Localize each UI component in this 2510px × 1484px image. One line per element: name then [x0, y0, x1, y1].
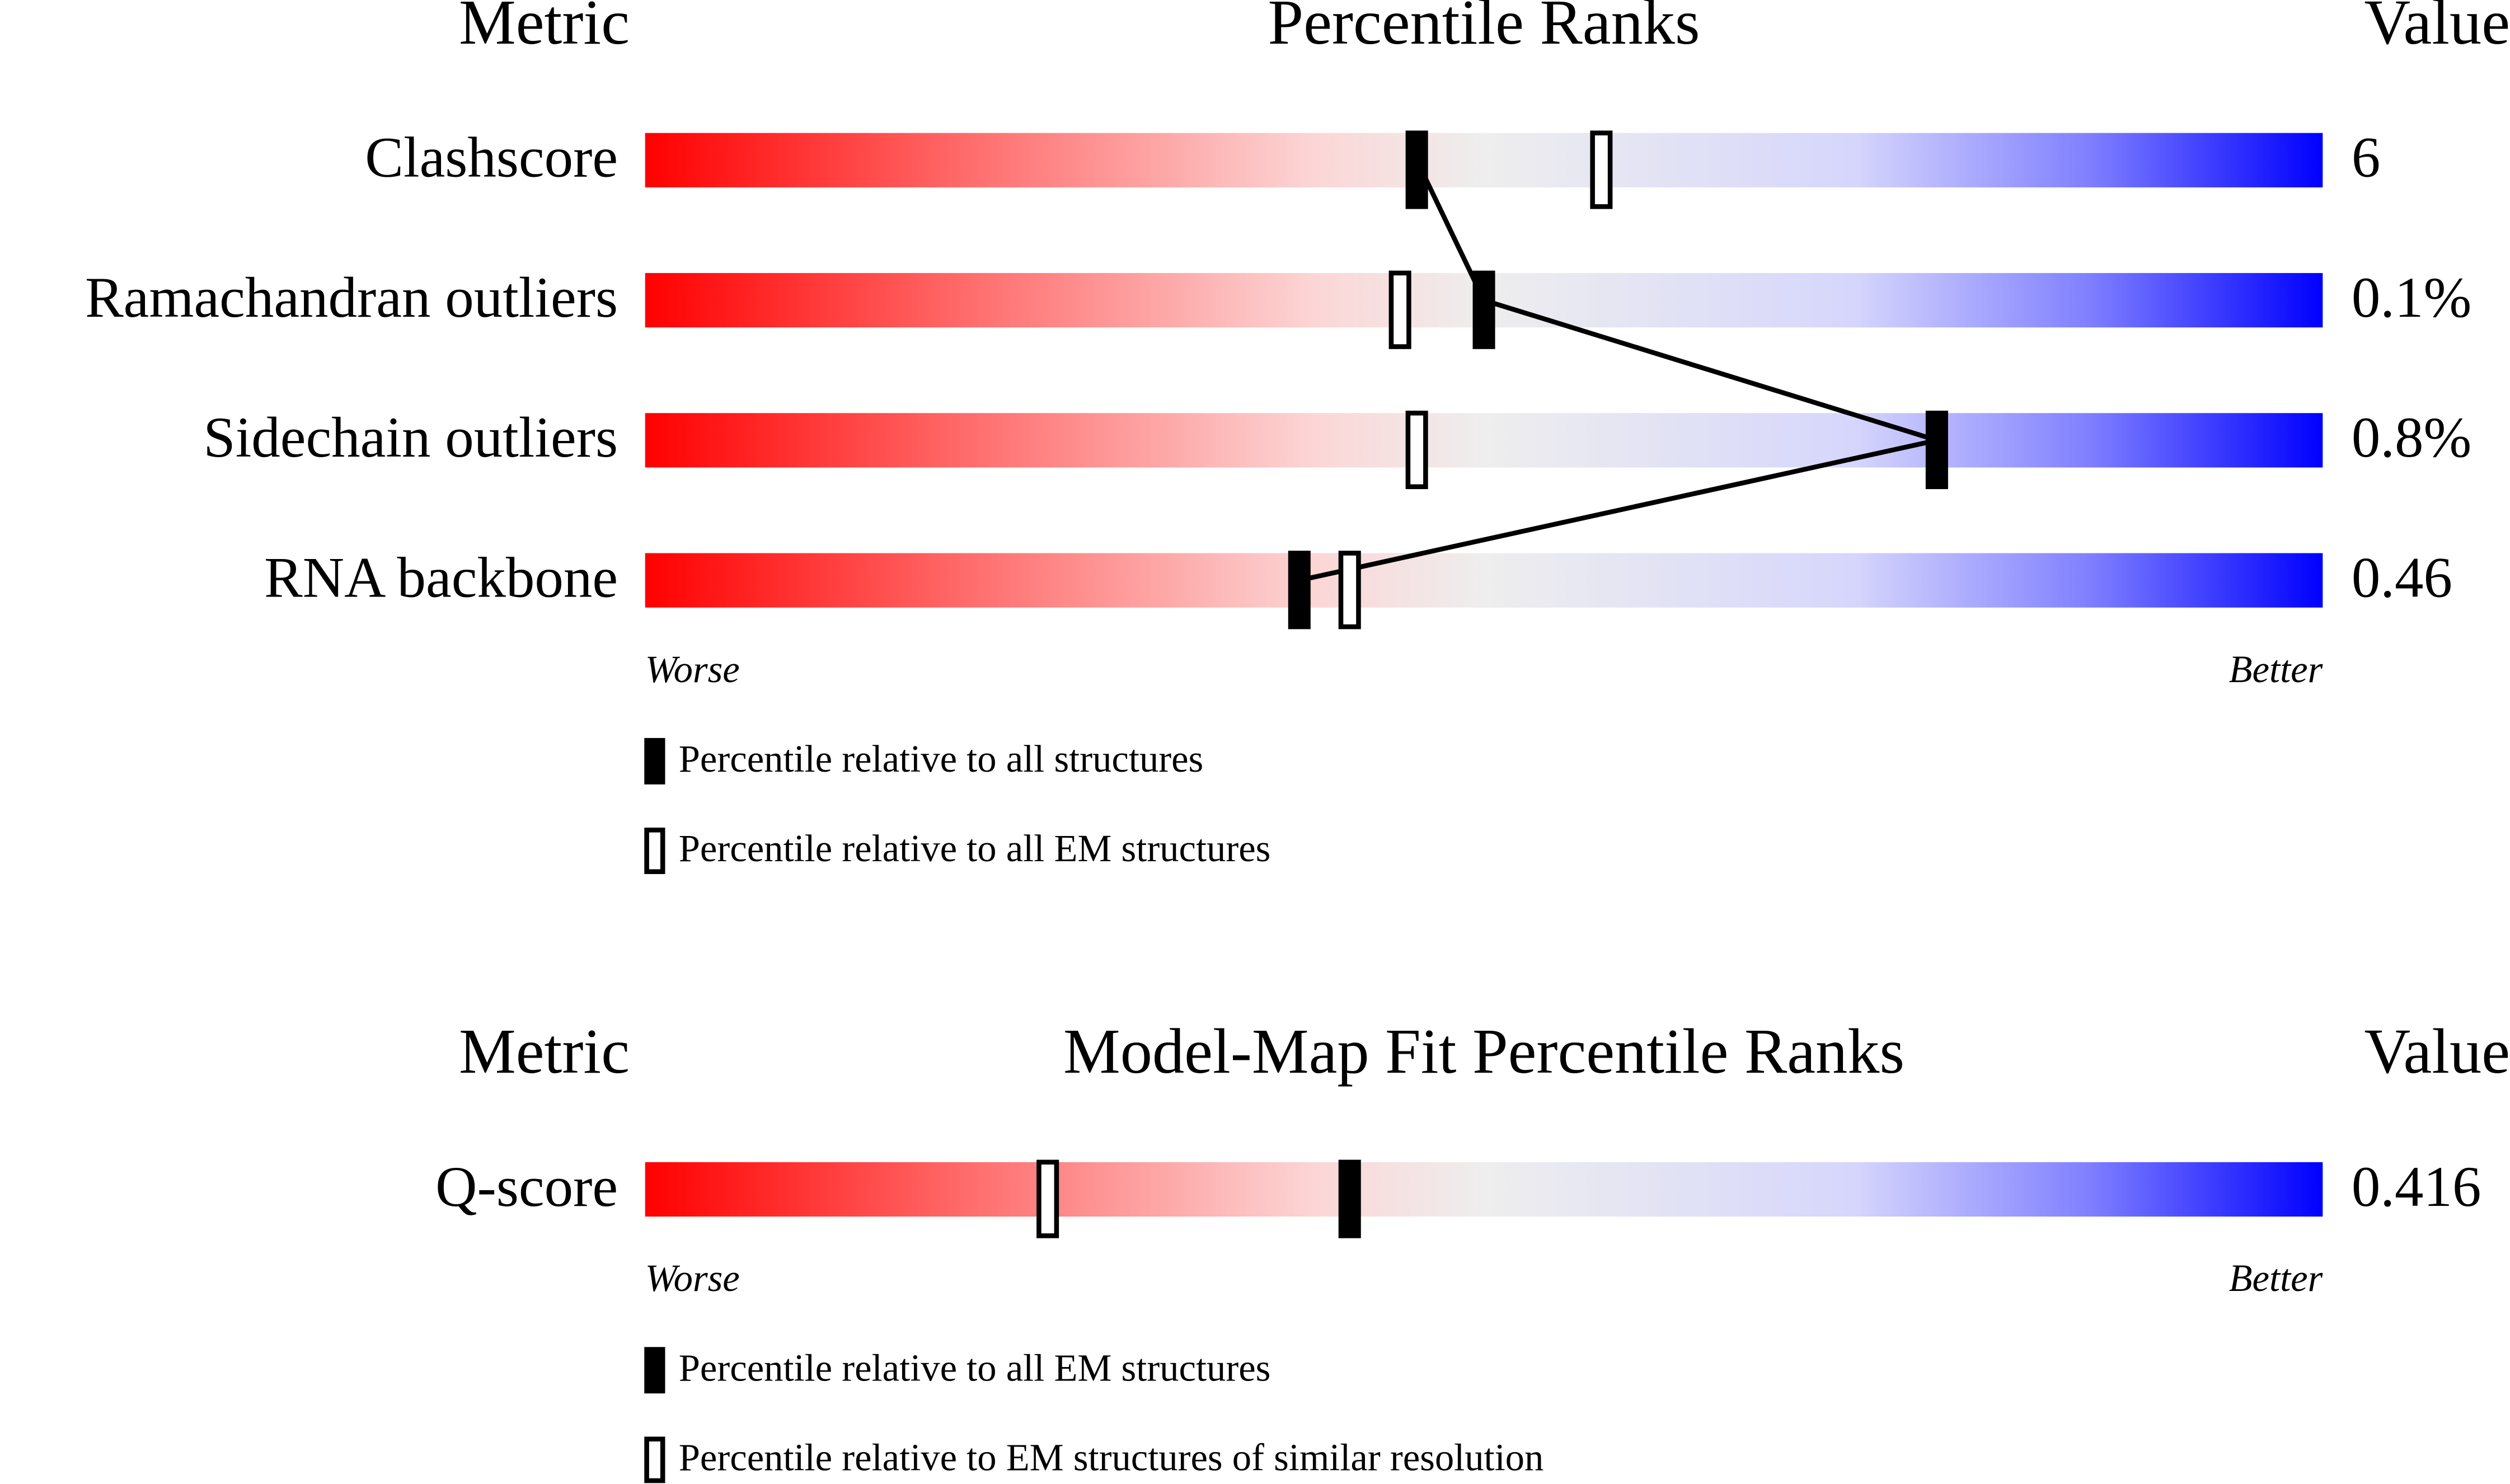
- worse-label: Worse: [645, 1257, 740, 1299]
- metric-value: 0.416: [2352, 1155, 2481, 1219]
- legend-label: Percentile relative to all EM structures: [679, 827, 1271, 870]
- metric-value: 6: [2352, 126, 2380, 190]
- percentile-marker: [1388, 270, 1411, 349]
- better-label: Better: [2229, 648, 2323, 691]
- legend-label: Percentile relative to EM structures of …: [679, 1436, 1544, 1478]
- slider-bar: [645, 1162, 2323, 1217]
- worse-label: Worse: [645, 648, 740, 691]
- percentile-marker: [1925, 410, 1948, 490]
- percentile-marker: [1338, 551, 1361, 630]
- metric-value: 0.1%: [2352, 266, 2472, 330]
- percentile-marker: [1036, 1159, 1059, 1238]
- metric-label: Sidechain outliers: [203, 406, 618, 469]
- legend-swatch: [644, 828, 665, 874]
- metric-header: Metric: [459, 1016, 630, 1087]
- metric-label: Q-score: [435, 1155, 618, 1219]
- percentile-marker: [1590, 130, 1613, 209]
- slider-bar: [645, 133, 2323, 187]
- metric-label: RNA backbone: [264, 546, 618, 609]
- legend-label: Percentile relative to all structures: [679, 738, 1204, 780]
- percentile-marker: [1288, 551, 1311, 630]
- better-label: Better: [2229, 1257, 2323, 1299]
- value-header: Value: [2364, 1016, 2510, 1087]
- slider-bar: [645, 413, 2323, 468]
- percentile-marker: [1338, 1159, 1361, 1238]
- metric-label: Ramachandran outliers: [85, 266, 618, 330]
- panel-title: Model-Map Fit Percentile Ranks: [1063, 1016, 1904, 1087]
- percentile-marker: [1405, 130, 1428, 209]
- metric-value: 0.8%: [2352, 406, 2472, 469]
- metric-value: 0.46: [2352, 546, 2452, 609]
- slider-bar: [645, 553, 2323, 608]
- value-header: Value: [2364, 0, 2510, 58]
- legend-swatch: [644, 1347, 665, 1394]
- panel-title: Percentile Ranks: [1268, 0, 1700, 58]
- legend-label: Percentile relative to all EM structures: [679, 1346, 1271, 1389]
- connector-line: [1298, 159, 1946, 583]
- legend-swatch: [644, 738, 665, 785]
- metric-label: Clashscore: [365, 126, 618, 190]
- percentile-marker: [1405, 410, 1428, 490]
- percentile-marker: [1472, 270, 1495, 349]
- metric-header: Metric: [459, 0, 630, 58]
- legend-swatch: [644, 1436, 665, 1483]
